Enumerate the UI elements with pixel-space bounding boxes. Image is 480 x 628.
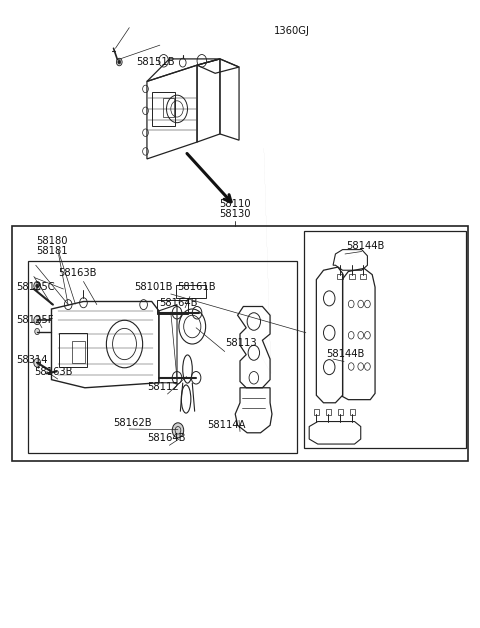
Circle shape (172, 423, 184, 438)
Bar (326, 409, 331, 415)
Text: 58144B: 58144B (326, 349, 364, 359)
Text: 58125F: 58125F (16, 315, 53, 325)
Bar (349, 274, 355, 279)
Circle shape (34, 316, 40, 325)
Bar (28, 261, 297, 453)
Text: 58180: 58180 (36, 237, 67, 246)
Bar (59, 333, 87, 367)
Text: 58163B: 58163B (34, 367, 72, 377)
Text: 58101B: 58101B (134, 282, 172, 292)
Circle shape (34, 281, 40, 290)
Text: 58151B: 58151B (136, 57, 175, 67)
Circle shape (116, 58, 122, 66)
Circle shape (118, 60, 120, 64)
Text: 58114A: 58114A (207, 420, 246, 430)
Bar (152, 92, 175, 126)
Text: 58163B: 58163B (58, 268, 96, 278)
Text: 58113: 58113 (225, 338, 256, 349)
Bar (338, 409, 343, 415)
Circle shape (34, 359, 40, 367)
Bar (360, 274, 365, 279)
Circle shape (35, 328, 39, 335)
Text: 58125C: 58125C (16, 282, 54, 292)
Text: 58112: 58112 (147, 382, 179, 392)
Text: 58314: 58314 (16, 355, 47, 365)
Text: 58164B: 58164B (147, 433, 185, 443)
Bar (350, 409, 355, 415)
Bar (337, 274, 343, 279)
Circle shape (36, 284, 38, 288)
Text: 58181: 58181 (36, 246, 67, 256)
Text: 58130: 58130 (219, 209, 251, 219)
Bar (314, 409, 319, 415)
Text: 58110: 58110 (219, 199, 251, 209)
Text: 58164B: 58164B (159, 298, 197, 308)
Text: 58162B: 58162B (114, 418, 152, 428)
Bar (304, 231, 466, 448)
Bar (163, 99, 174, 117)
Text: 58161B: 58161B (177, 282, 216, 292)
Text: 1360GJ: 1360GJ (274, 26, 309, 36)
Bar (12, 227, 468, 461)
Bar (72, 341, 85, 363)
Text: 58144B: 58144B (346, 242, 384, 251)
